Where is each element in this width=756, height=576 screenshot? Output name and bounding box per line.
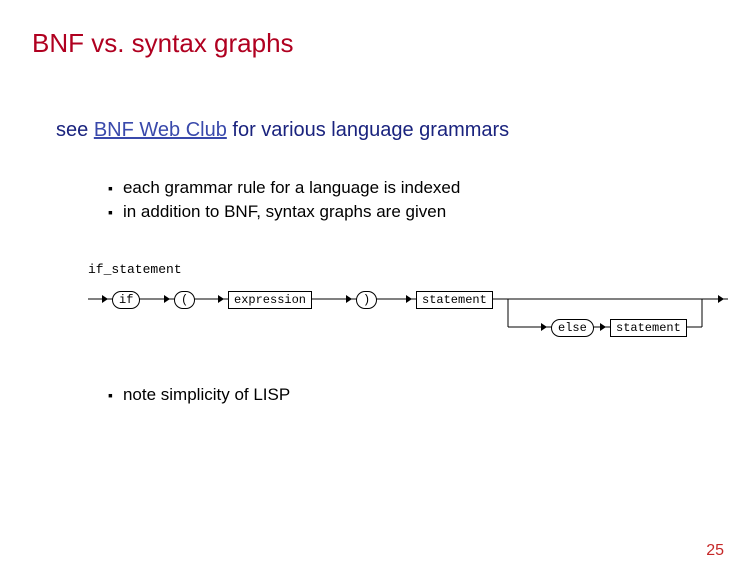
bnf-web-club-link[interactable]: BNF Web Club bbox=[94, 119, 227, 141]
diagram-node-if: if bbox=[112, 291, 140, 309]
page-number: 25 bbox=[706, 542, 724, 560]
intro-suffix: for various language grammars bbox=[227, 119, 509, 141]
bullets-top: each grammar rule for a language is inde… bbox=[108, 178, 724, 222]
diagram-node-statement1: statement bbox=[416, 291, 493, 309]
diagram-node-else: else bbox=[551, 319, 594, 337]
slide-title: BNF vs. syntax graphs bbox=[32, 28, 724, 59]
diagram-label: if_statement bbox=[88, 262, 694, 277]
bullets-bottom: note simplicity of LISP bbox=[108, 385, 724, 405]
intro-prefix: see bbox=[56, 119, 94, 141]
bullet-item: each grammar rule for a language is inde… bbox=[108, 178, 724, 198]
syntax-diagram: if_statement if ( expression) statement else… bbox=[88, 262, 694, 351]
bullet-item: in addition to BNF, syntax graphs are gi… bbox=[108, 202, 724, 222]
diagram-node-expression: expression bbox=[228, 291, 312, 309]
diagram-node-lparen: ( bbox=[174, 291, 195, 309]
diagram-rail: if ( expression) statement else statement bbox=[88, 287, 728, 351]
diagram-node-rparen: ) bbox=[356, 291, 377, 309]
diagram-node-statement2: statement bbox=[610, 319, 687, 337]
intro-line: see BNF Web Club for various language gr… bbox=[56, 119, 724, 142]
bullet-item: note simplicity of LISP bbox=[108, 385, 724, 405]
